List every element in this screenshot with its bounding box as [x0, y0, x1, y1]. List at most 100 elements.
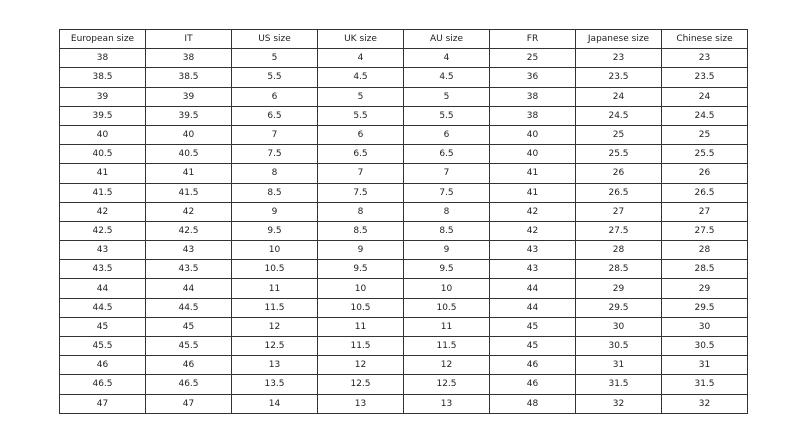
table-cell: 45.5 [59, 335, 146, 357]
table-cell: 32 [575, 393, 662, 414]
table-row: 41 41 8 7 7 41 26 26 [59, 163, 748, 184]
table-cell: 40 [489, 124, 576, 146]
table-cell: 40 [489, 144, 576, 165]
table-row: 47 47 14 13 13 48 32 32 [59, 393, 748, 414]
table-cell: 5.5 [317, 105, 404, 126]
table-cell: 4.5 [403, 67, 490, 88]
table-cell: 46 [59, 355, 146, 376]
table-cell: 47 [145, 393, 232, 414]
column-header: AU size [403, 28, 490, 50]
table-cell: 11 [231, 278, 318, 299]
table-cell: 42.5 [145, 220, 232, 242]
table-cell: 25 [489, 48, 576, 69]
table-cell: 45 [145, 316, 232, 338]
table-row: 45 45 12 11 11 45 30 30 [59, 316, 748, 338]
table-cell: 14 [231, 393, 318, 414]
table-cell: 23.5 [661, 67, 748, 88]
table-cell: 45 [489, 316, 576, 338]
table-cell: 26 [575, 163, 662, 184]
table-row: 44 44 11 10 10 44 29 29 [59, 278, 748, 299]
table-cell: 10.5 [317, 297, 404, 318]
column-header: IT [145, 28, 232, 50]
table-cell: 30.5 [661, 335, 748, 357]
table-cell: 8.5 [231, 182, 318, 203]
table-cell: 27.5 [575, 220, 662, 242]
column-header: Chinese size [661, 28, 748, 50]
table-cell: 30.5 [575, 335, 662, 357]
table-cell: 12.5 [317, 374, 404, 395]
table-cell: 12 [317, 355, 404, 376]
table-cell: 38 [145, 48, 232, 69]
table-cell: 46 [489, 355, 576, 376]
table-cell: 39 [59, 86, 146, 107]
table-cell: 39.5 [145, 105, 232, 126]
table-cell: 27.5 [661, 220, 748, 242]
table-cell: 28 [661, 240, 748, 261]
table-cell: 46 [145, 355, 232, 376]
column-header: FR [489, 28, 576, 50]
table-cell: 45 [59, 316, 146, 338]
table-cell: 5 [231, 48, 318, 69]
table-cell: 24 [661, 86, 748, 107]
table-cell: 12.5 [403, 374, 490, 395]
table-cell: 11.5 [403, 335, 490, 357]
table-cell: 8 [317, 201, 404, 222]
table-cell: 45 [489, 335, 576, 357]
table-cell: 11 [317, 316, 404, 338]
table-cell: 29.5 [661, 297, 748, 318]
table-row: 44.5 44.5 11.5 10.5 10.5 44 29.5 29.5 [59, 297, 748, 318]
table-cell: 28.5 [661, 259, 748, 280]
table-cell: 36 [489, 67, 576, 88]
table-row: 40.5 40.5 7.5 6.5 6.5 40 25.5 25.5 [59, 144, 748, 165]
table-cell: 43 [489, 259, 576, 280]
table-cell: 10 [231, 240, 318, 261]
table-cell: 41 [489, 163, 576, 184]
table-cell: 28 [575, 240, 662, 261]
table-cell: 10.5 [403, 297, 490, 318]
table-cell: 30 [575, 316, 662, 338]
table-cell: 38 [489, 105, 576, 126]
table-cell: 46.5 [145, 374, 232, 395]
table-row: 39 39 6 5 5 38 24 24 [59, 86, 748, 107]
table-row: 39.5 39.5 6.5 5.5 5.5 38 24.5 24.5 [59, 105, 748, 126]
table-cell: 8.5 [403, 220, 490, 242]
table-cell: 41 [59, 163, 146, 184]
table-cell: 11.5 [317, 335, 404, 357]
table-cell: 41 [145, 163, 232, 184]
table-cell: 10 [317, 278, 404, 299]
table-row: 43.5 43.5 10.5 9.5 9.5 43 28.5 28.5 [59, 259, 748, 280]
table-cell: 8.5 [317, 220, 404, 242]
table-cell: 31.5 [661, 374, 748, 395]
table-cell: 42.5 [59, 220, 146, 242]
table-cell: 41 [489, 182, 576, 203]
table-cell: 23 [661, 48, 748, 69]
table-cell: 44 [145, 278, 232, 299]
table-cell: 31 [575, 355, 662, 376]
table-cell: 40.5 [59, 144, 146, 165]
table-cell: 5 [403, 86, 490, 107]
table-cell: 43.5 [59, 259, 146, 280]
table-cell: 25 [575, 124, 662, 146]
table-cell: 8 [231, 163, 318, 184]
table-cell: 28.5 [575, 259, 662, 280]
table-cell: 6.5 [231, 105, 318, 126]
table-row: 43 43 10 9 9 43 28 28 [59, 240, 748, 261]
table-cell: 6 [403, 124, 490, 146]
table-row: 41.5 41.5 8.5 7.5 7.5 41 26.5 26.5 [59, 182, 748, 203]
column-header: Japanese size [575, 28, 662, 50]
table-cell: 39 [145, 86, 232, 107]
table-cell: 29.5 [575, 297, 662, 318]
table-cell: 9.5 [317, 259, 404, 280]
table-cell: 25 [661, 124, 748, 146]
table-cell: 12 [231, 316, 318, 338]
table-cell: 7.5 [231, 144, 318, 165]
table-cell: 13 [403, 393, 490, 414]
table-row: 40 40 7 6 6 40 25 25 [59, 124, 748, 146]
table-cell: 23.5 [575, 67, 662, 88]
table-cell: 44 [59, 278, 146, 299]
table-cell: 43.5 [145, 259, 232, 280]
table-cell: 31.5 [575, 374, 662, 395]
table-cell: 29 [575, 278, 662, 299]
table-cell: 38 [59, 48, 146, 69]
table-cell: 5 [317, 86, 404, 107]
